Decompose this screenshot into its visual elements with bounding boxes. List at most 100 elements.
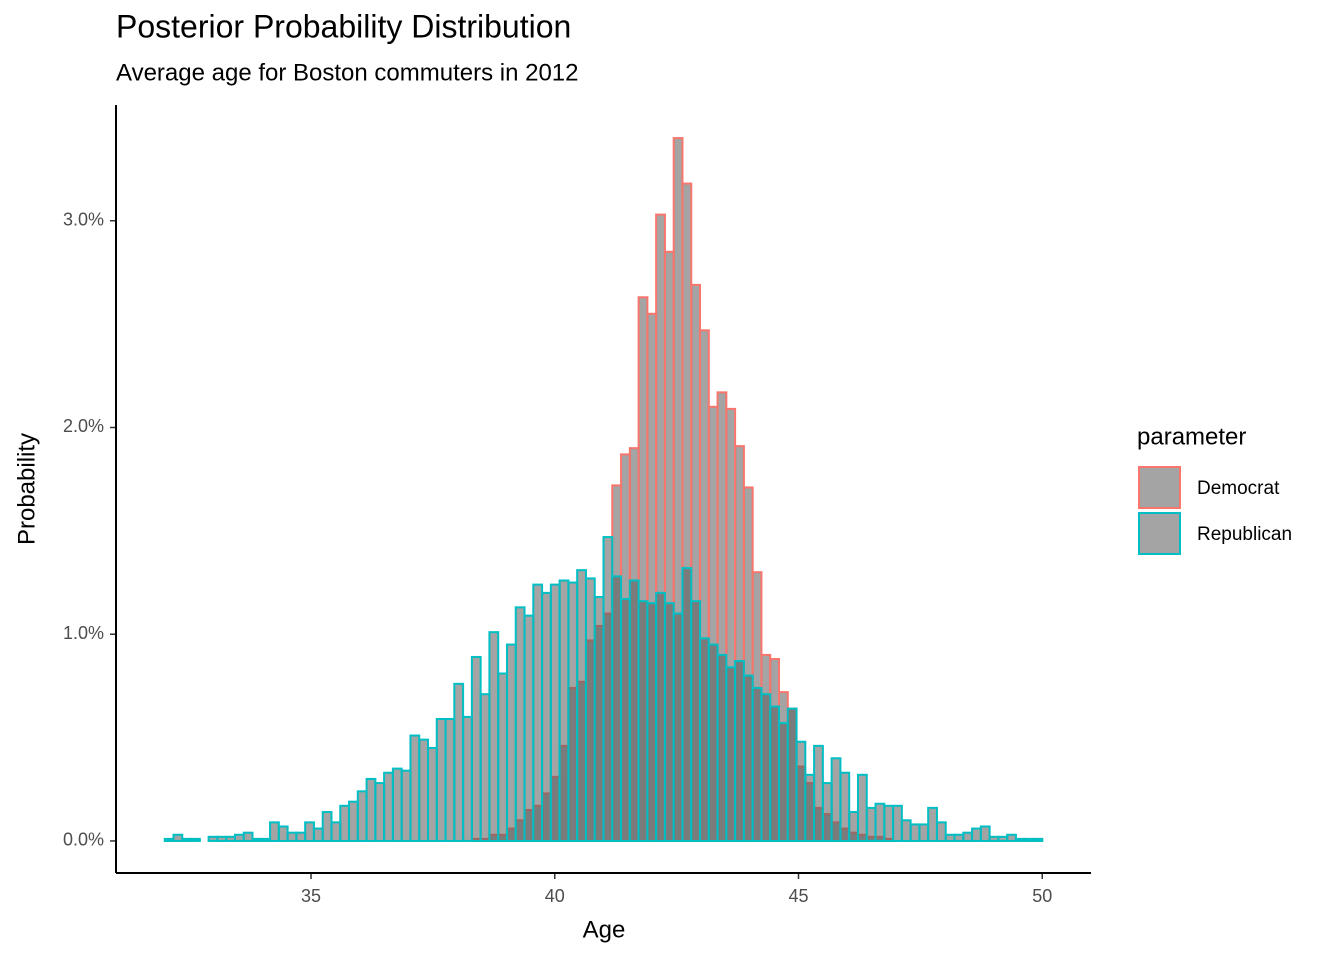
histogram-bar: [900, 819, 912, 842]
histogram-bar: [1006, 833, 1017, 842]
histogram-bar: [672, 612, 684, 842]
histogram-bar: [628, 579, 640, 842]
histogram-bar: [295, 831, 307, 842]
histogram-bar: [207, 835, 219, 842]
histogram-bar: [909, 823, 921, 842]
x-tick-label: 50: [1032, 886, 1052, 906]
histogram-bar: [611, 575, 623, 842]
histogram-bar: [269, 821, 280, 842]
histogram-bar: [242, 831, 254, 842]
x-tick-label: 35: [301, 886, 321, 906]
histogram-bar: [655, 591, 666, 842]
histogram-bar: [848, 811, 859, 842]
histogram-bar: [330, 821, 342, 842]
y-axis-title: Probability: [13, 433, 40, 545]
histogram-bar: [778, 722, 789, 842]
histogram-bar: [216, 835, 228, 842]
y-tick-label: 3.0%: [63, 210, 104, 230]
histogram-bar: [874, 802, 886, 842]
histogram-bar: [892, 804, 903, 842]
histogram-bar: [163, 837, 175, 842]
legend-label: Democrat: [1197, 478, 1280, 499]
histogram-bar: [813, 744, 824, 842]
histogram-bar: [400, 769, 412, 842]
histogram-bar: [795, 740, 807, 842]
histogram-bar: [532, 583, 544, 842]
histogram-bar: [190, 837, 201, 842]
histogram-bar: [927, 806, 938, 842]
histogram-bar: [312, 827, 324, 842]
histogram-bar: [549, 583, 561, 842]
histogram-bar: [356, 790, 368, 842]
histogram-bar: [786, 707, 798, 842]
histogram-bar: [470, 655, 482, 842]
histogram-bar: [742, 674, 754, 842]
histogram-bar: [225, 835, 236, 842]
histogram-bar: [979, 825, 991, 842]
histogram-bar: [602, 536, 614, 842]
x-tick-label: 45: [788, 886, 808, 906]
histogram-bar: [856, 773, 868, 842]
histogram-bar: [804, 773, 816, 842]
legend-label: Republican: [1197, 524, 1292, 545]
x-tick-label: 40: [545, 886, 565, 906]
histogram-bar: [418, 738, 430, 842]
histogram-bar: [716, 653, 728, 842]
histogram-bar: [374, 782, 386, 842]
histogram-bar: [348, 800, 359, 842]
legend-title: parameter: [1137, 423, 1246, 450]
histogram-bar: [1023, 837, 1035, 842]
histogram-bar: [962, 831, 974, 842]
histogram-bar: [1032, 837, 1044, 842]
histogram-bar: [944, 833, 956, 842]
histogram-bar: [497, 672, 508, 842]
histogram-bar: [304, 821, 315, 842]
histogram-bar: [690, 600, 702, 842]
histogram-bar: [391, 767, 403, 842]
histogram-bar: [681, 567, 693, 842]
histogram-bar: [233, 833, 245, 842]
histogram-bar: [769, 705, 780, 842]
histogram-bar: [260, 837, 272, 842]
histogram-bar: [479, 693, 491, 842]
histogram-bar: [935, 821, 947, 842]
histogram-bar: [830, 757, 842, 842]
histogram-bar: [593, 596, 605, 842]
histogram-bar: [321, 811, 333, 842]
histogram-bar: [181, 837, 193, 842]
histogram-bar: [1014, 837, 1026, 842]
histogram-bar: [251, 837, 263, 842]
histogram-bar: [277, 825, 289, 842]
histogram-bar: [523, 614, 535, 842]
y-tick-label: 1.0%: [63, 623, 104, 643]
histogram-bar: [839, 771, 851, 842]
histogram-bar: [383, 771, 394, 842]
y-tick-label: 0.0%: [63, 830, 104, 850]
chart-subtitle: Average age for Boston commuters in 2012: [116, 59, 579, 86]
histogram-bar: [462, 715, 473, 842]
histogram-bar: [918, 823, 930, 842]
histogram-bar: [427, 746, 438, 842]
histogram-bar: [971, 827, 982, 842]
chart-title: Posterior Probability Distribution: [116, 8, 571, 44]
histogram-bar: [365, 777, 377, 842]
histogram-bar: [734, 660, 745, 842]
histogram-bar: [567, 581, 579, 842]
histogram-bar: [751, 686, 763, 842]
x-axis-title: Age: [583, 916, 626, 943]
histogram-bar: [953, 833, 965, 842]
histogram-bar: [453, 682, 465, 842]
histogram-bar: [576, 569, 587, 842]
histogram-bar: [997, 835, 1009, 842]
histogram-bar: [435, 717, 447, 842]
histogram-bar: [663, 602, 675, 842]
histogram-bar: [865, 806, 877, 842]
histogram-bar: [488, 631, 500, 842]
histogram-bar: [505, 643, 517, 842]
histogram-bar: [172, 833, 184, 842]
histogram-bar: [760, 693, 772, 842]
legend-key: [1138, 512, 1181, 555]
histogram-bar: [541, 591, 552, 842]
histogram-bar: [707, 643, 719, 842]
